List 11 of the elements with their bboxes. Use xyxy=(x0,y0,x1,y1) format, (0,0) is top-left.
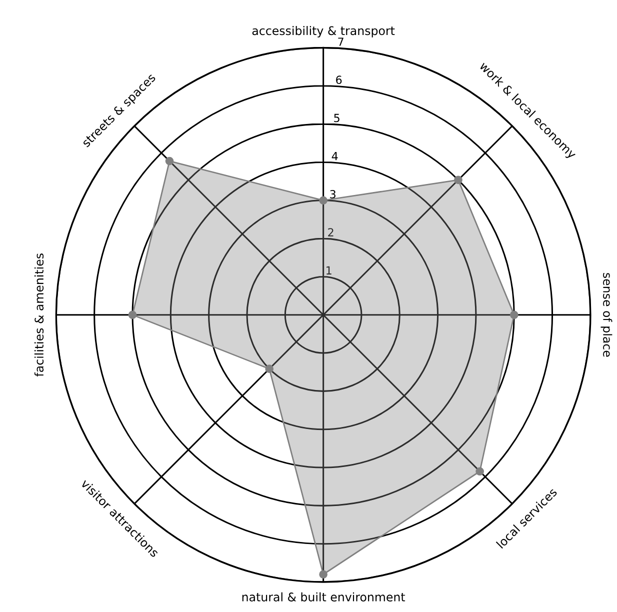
y-tick-label: 5 xyxy=(334,114,340,122)
spoke-label: facilities & amenities xyxy=(34,254,44,377)
spoke-label: accessibility & transport xyxy=(252,26,395,38)
y-tick-label: 6 xyxy=(336,76,342,84)
spoke-label: sense of place xyxy=(600,273,612,357)
y-tick-label: 2 xyxy=(328,228,334,236)
y-tick-label: 7 xyxy=(338,38,344,46)
y-tick-label: 1 xyxy=(326,266,332,274)
spoke-label: natural & built environment xyxy=(242,592,406,602)
y-tick-label: 3 xyxy=(330,190,336,198)
y-tick-label: 4 xyxy=(332,152,338,160)
